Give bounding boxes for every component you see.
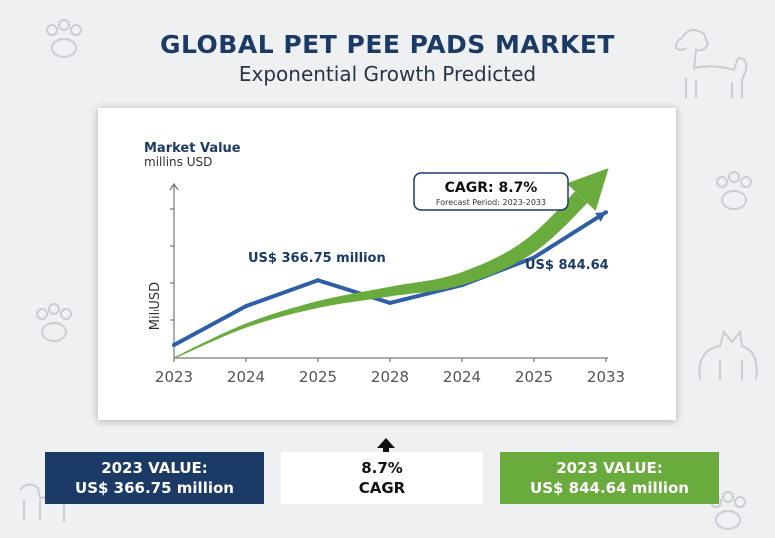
value-2023-label: 2023 VALUE:	[101, 459, 208, 477]
value-forecast-amount: US$ 844.64 million	[530, 479, 689, 497]
cagr-value: 8.7%	[361, 459, 403, 477]
growth-arrow-head	[566, 168, 609, 211]
chart-title: Market Value	[144, 141, 241, 156]
start-value-annotation: US$ 366.75 million	[248, 251, 386, 266]
page-subtitle: Exponential Growth Predicted	[238, 62, 537, 86]
page-title: GLOBAL PET PEE PADS MARKET	[159, 30, 615, 59]
data-point-3	[388, 300, 392, 305]
chart-axes	[169, 182, 608, 362]
paw-icon-left-middle	[36, 303, 72, 342]
x-tick-label-6: 2033	[587, 368, 625, 386]
dog-icon-top-right	[674, 28, 748, 98]
paw-icon-right-upper	[716, 171, 752, 210]
value-2023-box: 2023 VALUE: US$ 366.75 million	[45, 452, 264, 504]
x-tick-label-0: 2023	[155, 368, 193, 386]
forecast-period-label: Forecast Period: 2023-2033	[436, 198, 546, 207]
arrow-up-icon	[377, 438, 395, 456]
data-point-2	[316, 278, 320, 283]
cat-icon-right	[698, 329, 758, 381]
series-line-arrowhead	[595, 212, 606, 222]
market-value-chart: Market Value millins USD MilₗUSD 2023 202…	[144, 141, 625, 386]
data-point-5	[532, 255, 536, 260]
x-tick-label-4: 2024	[443, 368, 481, 386]
x-tick-label-3: 2028	[371, 368, 409, 386]
chart-card: Market Value millins USD MilₗUSD 2023 202…	[98, 108, 676, 420]
y-axis-arrow	[169, 182, 179, 191]
value-forecast-box: 2023 VALUE: US$ 844.64 million	[500, 452, 719, 504]
data-point-1	[244, 304, 248, 309]
data-point-6	[604, 210, 608, 215]
x-tick-label-2: 2025	[299, 368, 337, 386]
cagr-callout-label: CAGR: 8.7%	[445, 180, 538, 196]
paw-icon-top-left	[46, 19, 82, 58]
value-2023-amount: US$ 366.75 million	[75, 479, 234, 497]
chart-series	[172, 168, 609, 359]
cagr-label: CAGR	[358, 479, 406, 497]
end-value-annotation: US$ 844.64	[525, 258, 609, 273]
x-tick-label-1: 2024	[227, 368, 265, 386]
cagr-callout: CAGR: 8.7% Forecast Period: 2023-2033	[413, 172, 569, 211]
value-forecast-label: 2023 VALUE:	[556, 459, 663, 477]
chart-subtitle: millins USD	[144, 155, 212, 169]
y-axis-label: MilₗUSD	[148, 282, 163, 330]
cagr-box: 8.7% CAGR	[281, 452, 483, 504]
growth-arrow-body	[173, 191, 588, 359]
data-point-0	[172, 343, 176, 348]
x-tick-label-5: 2025	[515, 368, 553, 386]
x-tick-labels: 2023 2024 2025 2028 2024 2025 2033	[155, 368, 625, 386]
